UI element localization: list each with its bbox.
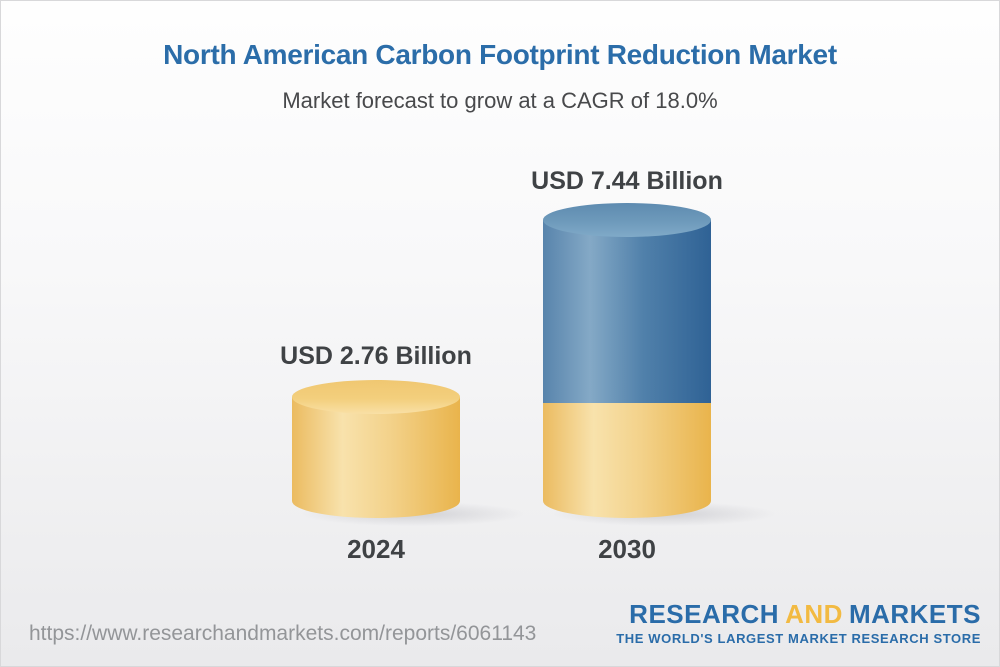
research-and-markets-logo: RESEARCH AND MARKETS THE WORLD'S LARGEST M… bbox=[616, 599, 981, 647]
logo-word-research: RESEARCH bbox=[629, 599, 780, 629]
logo-wordmark: RESEARCH AND MARKETS bbox=[616, 599, 981, 629]
bar-2030-top-cap bbox=[543, 203, 711, 237]
chart-subtitle: Market forecast to grow at a CAGR of 18.… bbox=[282, 88, 718, 113]
value-label-2030: USD 7.44 Billion bbox=[531, 167, 723, 195]
bar-2030-cylinder bbox=[543, 203, 711, 518]
bar-2024-top-cap bbox=[292, 380, 460, 414]
bar-2030-growth-segment bbox=[543, 220, 711, 403]
bar-2024-body bbox=[292, 397, 460, 518]
logo-word-and: AND bbox=[785, 599, 843, 629]
axis-label-2024: 2024 bbox=[347, 534, 405, 564]
chart-title: North American Carbon Footprint Reductio… bbox=[163, 39, 837, 70]
logo-word-markets: MARKETS bbox=[848, 599, 981, 629]
logo-tagline: THE WORLD'S LARGEST MARKET RESEARCH STOR… bbox=[616, 631, 981, 647]
bar-2030-base-segment bbox=[543, 403, 711, 518]
bar-2024-cylinder bbox=[292, 380, 460, 518]
value-label-2024: USD 2.76 Billion bbox=[280, 342, 472, 370]
axis-label-2030: 2030 bbox=[598, 534, 656, 564]
source-url: https://www.researchandmarkets.com/repor… bbox=[29, 622, 537, 645]
